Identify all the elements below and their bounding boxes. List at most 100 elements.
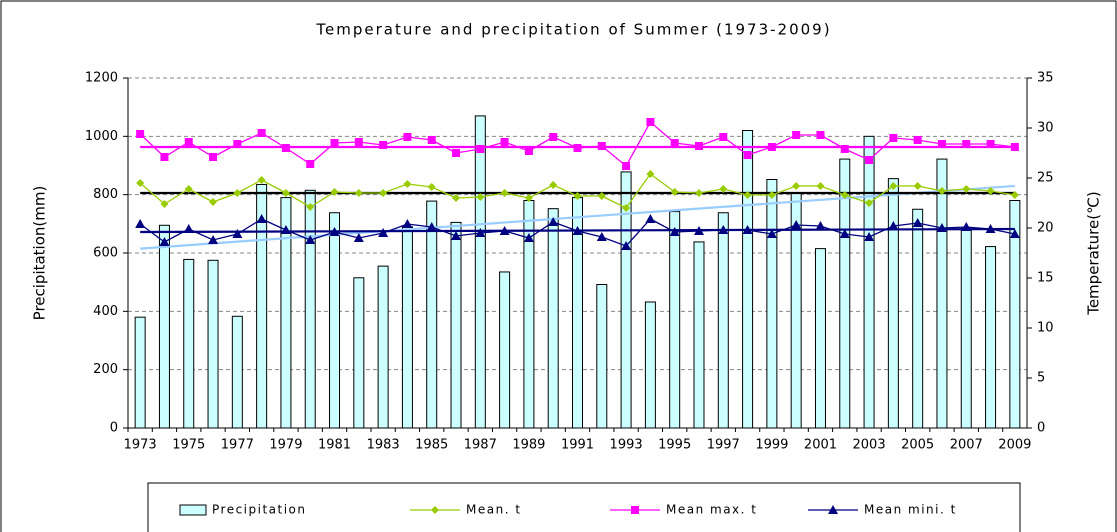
marker	[669, 227, 680, 236]
marker	[622, 204, 631, 212]
marker	[499, 226, 510, 235]
x-tick-label: 1999	[755, 438, 788, 453]
marker	[160, 200, 169, 208]
marker	[160, 153, 169, 161]
marker	[500, 189, 509, 197]
marker	[596, 232, 607, 241]
marker	[305, 235, 316, 244]
bar	[474, 115, 486, 429]
marker	[622, 162, 631, 170]
x-tick-label: 1991	[561, 438, 594, 453]
marker	[256, 214, 267, 223]
x-tick-label: 1975	[172, 438, 205, 453]
y-tick-label: 200	[93, 362, 118, 377]
marker	[549, 181, 558, 189]
legend-label: Precipitation	[212, 503, 307, 517]
marker	[985, 224, 996, 233]
bar	[693, 241, 705, 429]
marker	[427, 136, 436, 144]
marker	[208, 235, 219, 244]
y2-tick-label: 0	[1037, 421, 1045, 436]
chart-title: Temperature and precipitation of Summer …	[315, 21, 831, 39]
x-tick-label: 2007	[950, 438, 983, 453]
x-tick-label: 1985	[415, 438, 448, 453]
bar	[985, 246, 997, 429]
x-tick-label: 1997	[707, 438, 740, 453]
marker	[840, 145, 849, 153]
x-tick-label: 2009	[998, 438, 1031, 453]
marker	[183, 224, 194, 233]
marker	[524, 194, 533, 202]
marker	[646, 170, 655, 178]
marker	[631, 506, 639, 514]
bar	[717, 212, 729, 429]
marker	[306, 160, 315, 168]
y-tick-label: 1000	[85, 129, 118, 144]
marker	[427, 183, 436, 191]
bar	[960, 227, 972, 429]
x-tick-label: 1981	[318, 438, 351, 453]
bar	[912, 208, 924, 429]
marker	[646, 118, 655, 126]
marker	[937, 187, 946, 195]
bar	[839, 158, 851, 429]
marker	[767, 191, 776, 199]
marker	[184, 138, 193, 146]
marker	[694, 142, 703, 150]
marker	[865, 199, 874, 207]
x-tick-label: 1989	[512, 438, 545, 453]
marker	[135, 219, 146, 228]
marker	[839, 229, 850, 238]
bar	[863, 135, 875, 429]
marker	[962, 140, 971, 148]
marker	[572, 226, 583, 235]
marker	[597, 142, 606, 150]
marker	[670, 188, 679, 196]
y2-tick-label: 30	[1037, 121, 1054, 136]
marker	[431, 506, 439, 514]
bar	[401, 226, 413, 429]
x-tick-label: 1995	[658, 438, 691, 453]
legend-box	[147, 482, 1021, 532]
marker	[329, 227, 340, 236]
x-tick-label: 1993	[610, 438, 643, 453]
y2-tick-label: 20	[1037, 221, 1054, 236]
marker	[889, 134, 898, 142]
marker	[548, 217, 559, 226]
marker	[403, 133, 412, 141]
bar	[231, 315, 243, 429]
marker	[257, 176, 266, 184]
bar	[256, 183, 268, 429]
marker	[524, 147, 533, 155]
marker	[379, 141, 388, 149]
marker	[257, 129, 266, 137]
marker	[1010, 191, 1019, 199]
marker	[962, 185, 971, 193]
x-tick-label: 2003	[853, 438, 886, 453]
marker	[306, 203, 315, 211]
y2-tick-label: 5	[1037, 371, 1045, 386]
marker	[742, 225, 753, 234]
bar	[329, 212, 341, 429]
marker	[426, 222, 437, 231]
marker	[1010, 143, 1019, 151]
legend-label: Mean max. t	[666, 503, 758, 517]
marker	[719, 133, 728, 141]
marker	[792, 131, 801, 139]
marker	[986, 187, 995, 195]
legend-label: Mean mini. t	[864, 503, 957, 517]
x-tick-label: 1977	[221, 438, 254, 453]
y-axis-title: Precipitation(mm)	[31, 186, 49, 321]
marker	[209, 153, 218, 161]
y2-tick-label: 25	[1037, 171, 1054, 186]
marker	[913, 182, 922, 190]
bar	[887, 178, 899, 429]
bar	[353, 277, 365, 429]
bar	[766, 179, 778, 429]
bar	[620, 171, 632, 429]
marker	[840, 191, 849, 199]
x-tick-label: 2005	[901, 438, 934, 453]
